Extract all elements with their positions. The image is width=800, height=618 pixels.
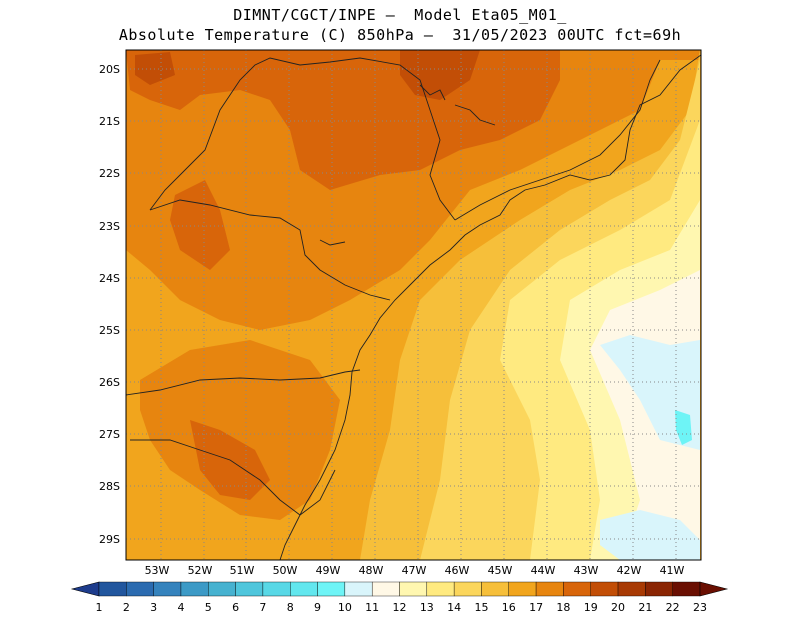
colorbar-swatch — [98, 581, 127, 597]
colorbar-swatch — [645, 581, 673, 597]
lon-label: 51W — [230, 564, 255, 577]
state-border-sc-rs — [130, 439, 336, 516]
lon-label: 45W — [488, 564, 513, 577]
river-reservoir-1 — [419, 84, 446, 101]
colorbar-swatch — [672, 581, 701, 597]
colorbar-swatch — [290, 581, 318, 597]
colorbar-max-arrow — [699, 581, 729, 597]
colorbar-label: 5 — [205, 601, 212, 614]
colorbar-label: 2 — [123, 601, 130, 614]
state-border-ms-sp — [149, 57, 456, 221]
colorbar-swatch — [208, 581, 236, 597]
colorbar-swatch — [453, 581, 482, 597]
colorbar-label: 17 — [529, 601, 543, 614]
lat-label: 22S — [99, 167, 120, 180]
lat-label: 21S — [99, 115, 120, 128]
colorbar-label: 16 — [502, 601, 516, 614]
colorbar-label: 21 — [638, 601, 652, 614]
lon-label: 43W — [574, 564, 599, 577]
state-border-mg-rj — [454, 59, 661, 221]
colorbar-label: 1 — [96, 601, 103, 614]
colorbar-label: 20 — [611, 601, 625, 614]
lat-label: 29S — [99, 533, 120, 546]
field-band-18-west — [170, 180, 230, 270]
colorbar-swatch — [180, 581, 209, 597]
colorbar: 1 2 3 4 5 6 7 8 9 10 11 12 13 14 15 16 17 18 19 20 21 22 23 — [70, 581, 729, 614]
river-reservoir-2 — [454, 104, 496, 126]
colorbar-swatch — [262, 581, 291, 597]
colorbar-swatch — [235, 581, 264, 597]
field-band-19 — [400, 50, 480, 100]
lon-label: 48W — [359, 564, 384, 577]
field-band-9 — [675, 410, 692, 445]
lat-label: 27S — [99, 428, 120, 441]
colorbar-label: 13 — [420, 601, 434, 614]
colorbar-label: 8 — [287, 601, 294, 614]
lon-label: 52W — [188, 564, 213, 577]
field-band-10 — [600, 335, 700, 450]
colorbar-label: 14 — [447, 601, 461, 614]
lon-label: 46W — [445, 564, 470, 577]
lon-label: 49W — [316, 564, 341, 577]
lat-label: 20S — [99, 63, 120, 76]
colorbar-swatch — [153, 581, 182, 597]
colorbar-swatch — [126, 581, 154, 597]
lon-label: 44W — [531, 564, 556, 577]
colorbar-swatch — [617, 581, 646, 597]
lon-label: 53W — [145, 564, 170, 577]
colorbar-min-arrow — [70, 581, 100, 597]
colorbar-label: 12 — [393, 601, 407, 614]
colorbar-label: 11 — [365, 601, 379, 614]
coastline — [279, 54, 701, 560]
lon-label: 47W — [402, 564, 427, 577]
coastline-and-borders — [126, 54, 701, 560]
latitude-labels: 20S 21S 22S 23S 24S 25S 26S 27S 28S 29S — [99, 63, 120, 546]
colorbar-label: 15 — [474, 601, 488, 614]
field-band-17 — [126, 50, 700, 330]
state-border-sp-pr — [149, 199, 391, 301]
colorbar-label: 18 — [556, 601, 570, 614]
map-frame — [125, 49, 702, 561]
colorbar-swatch — [317, 581, 346, 597]
colorbar-label: 3 — [150, 601, 157, 614]
colorbar-swatch — [426, 581, 455, 597]
colorbar-label: 6 — [232, 601, 239, 614]
map-title-line-2: Absolute Temperature (C) 850hPa — 31/05/… — [118, 26, 682, 44]
field-band-10-south — [600, 510, 700, 560]
colorbar-swatch — [535, 581, 564, 597]
colorbar-swatch — [590, 581, 619, 597]
lat-label: 23S — [99, 220, 120, 233]
lat-label: 26S — [99, 376, 120, 389]
lon-label: 42W — [617, 564, 642, 577]
lat-label: 24S — [99, 272, 120, 285]
colorbar-label: 10 — [338, 601, 352, 614]
colorbar-label: 23 — [693, 601, 707, 614]
colorbar-swatch — [371, 581, 400, 597]
colorbar-label: 19 — [584, 601, 598, 614]
colorbar-swatch — [563, 581, 591, 597]
longitude-labels: 53W 52W 51W 50W 49W 48W 47W 46W 45W 44W 43W 42W 41W — [145, 564, 685, 577]
lon-label: 41W — [660, 564, 685, 577]
colorbar-swatch — [344, 581, 373, 597]
colorbar-label: 22 — [666, 601, 680, 614]
colorbar-swatch — [508, 581, 537, 597]
lat-label: 25S — [99, 324, 120, 337]
colorbar-label: 7 — [259, 601, 266, 614]
colorbar-label: 4 — [177, 601, 184, 614]
colorbar-label: 9 — [314, 601, 321, 614]
colorbar-swatch — [399, 581, 428, 597]
colorbar-swatch — [481, 581, 509, 597]
field-band-17-south — [140, 340, 340, 520]
temperature-field — [126, 50, 701, 560]
lat-label: 28S — [99, 480, 120, 493]
lon-label: 50W — [273, 564, 298, 577]
map-title-line-1: DIMNT/CGCT/INPE — Model Eta05_M01_ — [233, 6, 567, 24]
river-reservoir-3 — [319, 239, 346, 246]
state-border-pr-sc — [126, 369, 361, 396]
